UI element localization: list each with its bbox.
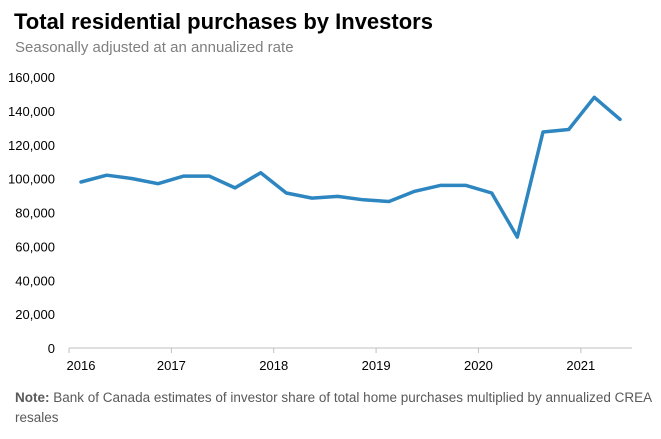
chart-subtitle: Seasonally adjusted at an annualized rat… [15,39,294,56]
x-tick-label: 2020 [464,358,493,373]
x-tick-label: 2017 [157,358,186,373]
y-tick-label: 160,000 [8,70,55,85]
x-tick-label: 2021 [566,358,595,373]
x-tick-label: 2018 [259,358,288,373]
note-label: Note: [15,390,50,405]
y-tick-label: 40,000 [15,273,55,288]
y-tick-label: 100,000 [8,172,55,187]
line-chart: 0 20,000 40,000 60,000 80,000 100,000 120,000 1… [8,70,632,373]
y-tick-label: 80,000 [15,206,55,221]
chart-title: Total residential purchases by Investors [14,9,433,34]
y-tick-label: 0 [48,341,55,356]
x-tick-label: 2019 [362,358,391,373]
series-investor-purchases [79,95,622,239]
y-tick-label: 120,000 [8,138,55,153]
series-line [79,95,622,239]
x-tick-label: 2016 [67,358,96,373]
y-tick-label: 20,000 [15,307,55,322]
y-axis-ticks: 0 20,000 40,000 60,000 80,000 100,000 120,000 1… [8,70,55,356]
y-tick-label: 60,000 [15,239,55,254]
y-tick-label: 140,000 [8,104,55,119]
chart-note: Note: Bank of Canada estimates of invest… [15,388,655,428]
note-text: Bank of Canada estimates of investor sha… [15,390,652,425]
x-axis: 2016 2017 2018 2019 2020 2021 [67,347,632,373]
